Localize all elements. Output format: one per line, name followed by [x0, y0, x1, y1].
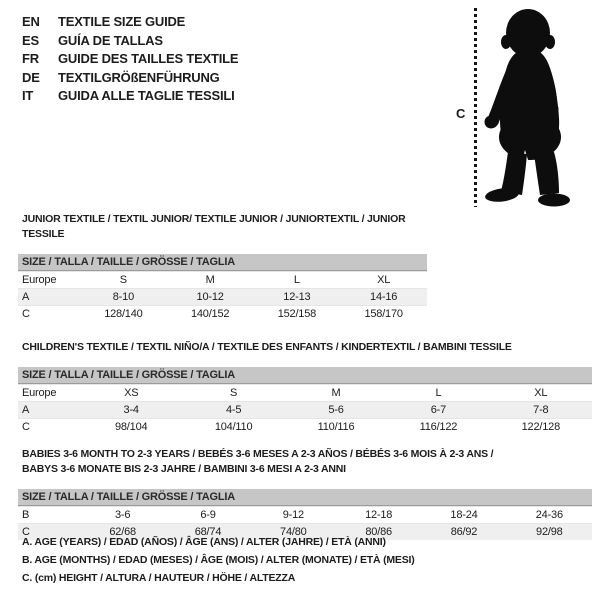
- row-label: A: [22, 291, 30, 303]
- size-cell: 62/68: [109, 526, 136, 538]
- size-cell: 152/158: [277, 308, 317, 320]
- language-list: EN TEXTILE SIZE GUIDE ES GUÍA DE TALLAS FR GU…: [22, 13, 239, 106]
- size-cell: 116/122: [419, 421, 458, 433]
- language-title: GUIDE DES TAILLES TEXTILE: [58, 51, 239, 66]
- row-label: C: [22, 421, 30, 433]
- size-cell: 80/86: [365, 526, 392, 538]
- height-measure-dashed-line: [474, 8, 477, 207]
- size-cell: 5-6: [328, 404, 344, 416]
- language-title: TEXTILE SIZE GUIDE: [58, 14, 186, 29]
- size-table-1: JUNIOR TEXTILE / TEXTIL JUNIOR/ TEXTILE …: [18, 212, 427, 322]
- size-cell: 68/74: [194, 526, 222, 538]
- size-cell: 98/104: [114, 421, 148, 433]
- row-label: Europe: [22, 274, 57, 286]
- size-cell: 8-10: [112, 291, 134, 303]
- table-row: A 8-10 10-12 12-13 14-16: [18, 288, 427, 305]
- language-row: ES GUÍA DE TALLAS: [22, 32, 238, 51]
- size-cell: XS: [124, 387, 139, 399]
- size-cell: 12-13: [283, 291, 311, 303]
- size-header-bar: SIZE / TALLA / TAILLE / GRÖSSE / TAGLIA: [18, 254, 427, 271]
- toddler-silhouette-icon: [484, 9, 570, 207]
- size-cell: 7-8: [533, 404, 549, 416]
- row-label: Europe: [22, 387, 57, 399]
- size-tables: JUNIOR TEXTILE / TEXTIL JUNIOR/ TEXTILE …: [18, 212, 592, 540]
- row-label: C: [22, 526, 30, 538]
- legend: A. AGE (YEARS) / EDAD (AÑOS) / ÂGE (ANS)…: [22, 533, 415, 587]
- size-cell: 24-36: [535, 509, 563, 521]
- size-cell: 4-5: [225, 404, 242, 416]
- size-cell: 110/116: [317, 421, 355, 433]
- legend-note: A. AGE (YEARS) / EDAD (AÑOS) / ÂGE (ANS)…: [22, 536, 386, 548]
- size-header-bar: SIZE / TALLA / TAILLE / GRÖSSE / TAGLIA: [18, 489, 592, 506]
- size-cell: XL: [377, 274, 391, 286]
- size-cell: M: [205, 274, 215, 286]
- size-header-bar: SIZE / TALLA / TAILLE / GRÖSSE / TAGLIA: [18, 367, 592, 384]
- language-row: DE TEXTILGRÖßENFÜHRUNG: [22, 69, 238, 88]
- size-cell: 18-24: [450, 509, 478, 521]
- language-row: FR GUIDE DES TAILLES TEXTILE: [22, 50, 239, 69]
- language-code: EN: [22, 14, 40, 29]
- row-label: A: [22, 404, 30, 416]
- table-title: BABIES 3-6 MONTH TO 2-3 YEARS / BEBÉS 3-…: [22, 448, 494, 460]
- size-cell: 9-12: [282, 509, 304, 521]
- table-row: Europe S M L XL: [18, 271, 427, 288]
- height-measure-label: C: [456, 106, 466, 121]
- size-cell: S: [119, 274, 127, 286]
- size-cell: 6-7: [430, 404, 447, 416]
- table-row: A 3-4 4-5 5-6 6-7 7-8: [18, 401, 592, 418]
- size-cell: L: [435, 387, 442, 399]
- language-code: IT: [22, 88, 34, 103]
- language-title: TEXTILGRÖßENFÜHRUNG: [58, 69, 220, 85]
- size-cell: L: [293, 274, 300, 286]
- legend-note: C. (cm) HEIGHT / ALTURA / HAUTEUR / HÖHE…: [22, 572, 296, 584]
- size-cell: 10-12: [196, 291, 224, 303]
- size-cell: M: [331, 387, 341, 399]
- legend-note: B. AGE (MONTHS) / EDAD (MESES) / ÂGE (MO…: [22, 554, 415, 566]
- size-cell: 74/80: [280, 526, 307, 538]
- size-cell: 140/152: [190, 308, 230, 320]
- language-title: GUÍA DE TALLAS: [58, 32, 163, 48]
- size-cell: 14-16: [370, 291, 398, 303]
- row-label: B: [22, 509, 30, 521]
- size-cell: 158/170: [364, 308, 403, 320]
- row-label: C: [22, 308, 30, 320]
- language-title: GUIDA ALLE TAGLIE TESSILI: [58, 88, 235, 103]
- table-row: C 62/68 68/74 74/80 80/86 86/92 92/98: [18, 523, 592, 540]
- table-title: CHILDREN'S TEXTILE / TEXTIL NIÑO/A / TEX…: [22, 341, 512, 353]
- size-cell: 6-9: [200, 509, 216, 521]
- size-cell: XL: [534, 387, 548, 399]
- size-cell: 104/110: [214, 421, 253, 433]
- language-code: ES: [22, 32, 39, 48]
- language-row: EN TEXTILE SIZE GUIDE: [22, 13, 238, 32]
- table-row: C 128/140 140/152 152/158 158/170: [18, 305, 427, 322]
- table-title: BABYS 3-6 MONATE BIS 2-3 JAHRE / BAMBINI…: [22, 463, 346, 475]
- language-row: IT GUIDA ALLE TAGLIE TESSILI: [22, 87, 238, 106]
- size-table-2: CHILDREN'S TEXTILE / TEXTIL NIÑO/A / TEX…: [18, 340, 592, 435]
- size-cell: 128/140: [104, 308, 143, 320]
- size-cell: 122/128: [521, 421, 561, 433]
- size-cell: 92/98: [536, 526, 563, 538]
- size-table-3: BABIES 3-6 MONTH TO 2-3 YEARS / BEBÉS 3-…: [18, 447, 592, 540]
- size-cell: 12-18: [365, 509, 393, 521]
- table-row: C 98/104 104/110 110/116 116/122 122/128: [18, 418, 592, 435]
- table-row: Europe XS S M L XL: [18, 384, 592, 401]
- size-cell: 3-4: [123, 404, 140, 416]
- size-cell: 86/92: [450, 526, 478, 538]
- language-code: DE: [22, 69, 40, 85]
- table-row: B 3-6 6-9 9-12 12-18 18-24 24-36: [18, 506, 592, 523]
- language-code: FR: [22, 51, 39, 66]
- table-title: JUNIOR TEXTILE / TEXTIL JUNIOR/ TEXTILE …: [22, 213, 406, 240]
- size-cell: 3-6: [115, 509, 131, 521]
- size-cell: S: [230, 387, 238, 399]
